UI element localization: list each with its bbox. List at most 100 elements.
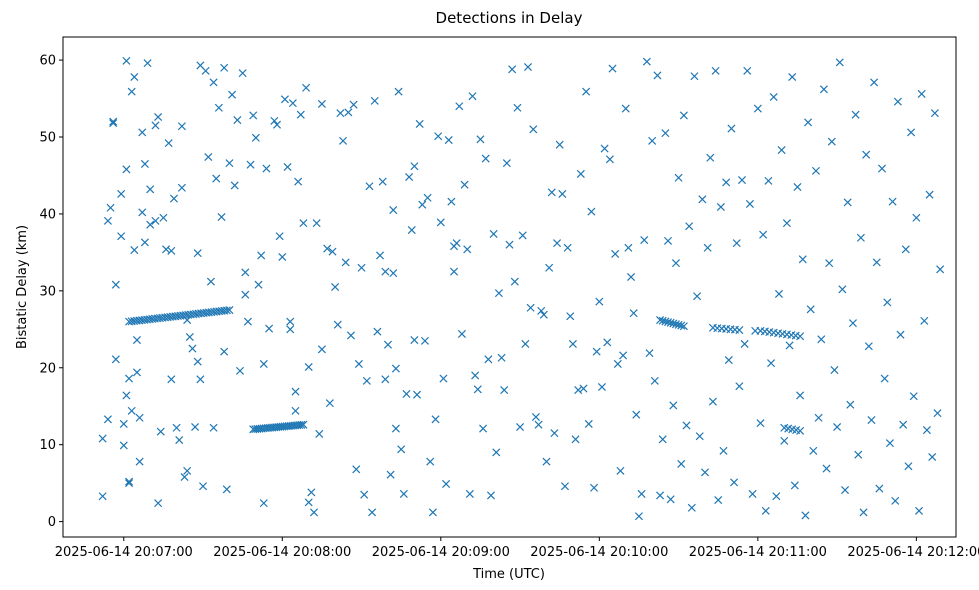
detection-marker	[175, 436, 184, 445]
detection-marker	[814, 413, 823, 422]
y-tick-label: 50	[39, 131, 56, 146]
track-detection-marker	[656, 316, 665, 325]
detection-marker	[632, 410, 641, 419]
detection-marker	[193, 249, 202, 258]
detection-marker	[389, 206, 398, 215]
detection-marker	[539, 310, 548, 319]
detection-marker	[339, 136, 348, 145]
x-tick-label: 2025-06-14 20:07:00	[55, 545, 193, 560]
detection-marker	[893, 97, 902, 106]
detection-marker	[333, 320, 342, 329]
detection-marker	[125, 477, 134, 486]
detection-marker	[690, 72, 699, 81]
detection-marker	[270, 116, 279, 125]
detection-marker	[806, 305, 815, 314]
detection-marker	[679, 111, 688, 120]
track-detection-marker	[669, 319, 678, 328]
detection-marker	[867, 416, 876, 425]
track-detection-marker	[671, 320, 680, 329]
detection-marker	[169, 194, 178, 203]
y-tick-label: 40	[39, 207, 56, 222]
detection-marker	[936, 265, 945, 274]
detection-marker	[925, 190, 934, 199]
detection-marker	[930, 109, 939, 118]
detection-marker	[529, 125, 538, 134]
detection-marker	[732, 239, 741, 248]
detection-marker	[294, 177, 303, 186]
detection-marker	[901, 245, 910, 254]
detection-marker	[716, 202, 725, 212]
y-tick: 40	[39, 207, 63, 222]
x-tick: 2025-06-14 20:12:00	[847, 537, 979, 560]
detection-marker	[164, 139, 173, 148]
detection-marker	[209, 423, 218, 432]
detection-marker	[283, 162, 292, 172]
detection-marker	[481, 154, 490, 163]
detection-marker	[563, 243, 572, 252]
detection-marker	[735, 382, 744, 391]
detection-marker	[122, 56, 131, 65]
y-tick: 20	[39, 361, 63, 376]
detection-marker	[922, 426, 931, 435]
detection-marker	[767, 359, 776, 368]
detection-marker	[220, 347, 229, 356]
detection-marker	[486, 491, 496, 500]
detection-marker	[555, 140, 564, 149]
detection-marker	[547, 188, 556, 197]
detection-marker	[111, 355, 120, 364]
detection-marker	[603, 338, 612, 347]
detection-marker	[98, 492, 107, 501]
x-tick-label: 2025-06-14 20:11:00	[689, 545, 827, 560]
detection-marker	[154, 499, 163, 508]
detection-marker	[323, 244, 332, 253]
detection-marker	[920, 316, 929, 325]
detection-marker	[159, 213, 168, 222]
detection-marker	[249, 111, 258, 120]
detection-marker	[389, 269, 398, 278]
detection-marker	[391, 364, 400, 373]
detection-marker	[391, 424, 400, 433]
detection-marker	[817, 335, 826, 344]
detection-marker	[518, 231, 527, 240]
detection-marker	[436, 218, 445, 227]
detection-marker	[291, 387, 300, 396]
x-tick-label: 2025-06-14 20:09:00	[372, 545, 510, 560]
detection-marker	[291, 406, 300, 415]
detection-marker	[769, 92, 778, 102]
detection-marker	[225, 159, 234, 168]
detection-marker	[875, 484, 884, 493]
detection-marker	[127, 87, 136, 96]
detection-marker	[497, 353, 506, 362]
detection-marker	[558, 189, 567, 198]
detection-marker	[896, 330, 905, 339]
detection-marker	[753, 104, 762, 113]
detection-marker	[521, 339, 530, 348]
detection-marker	[307, 488, 316, 497]
detection-marker	[730, 478, 739, 487]
track-detection-marker	[674, 320, 683, 329]
detection-marker	[637, 489, 646, 498]
detection-marker	[656, 491, 665, 500]
detection-marker	[621, 104, 630, 113]
y-tick-label: 10	[39, 438, 56, 453]
detection-marker	[117, 189, 126, 198]
detection-marker	[222, 485, 231, 494]
detection-marker	[740, 339, 749, 348]
detection-marker	[661, 129, 670, 138]
detection-marker	[592, 347, 601, 356]
detection-marker	[642, 57, 651, 66]
detection-marker	[349, 100, 358, 109]
detection-marker	[251, 133, 260, 142]
detection-marker	[317, 345, 326, 354]
detection-marker	[909, 392, 918, 401]
detection-marker	[846, 400, 855, 409]
detection-marker	[790, 481, 799, 490]
detection-marker	[851, 110, 860, 119]
detection-marker	[788, 72, 797, 82]
detection-marker	[457, 329, 466, 338]
detection-marker	[553, 239, 562, 248]
detection-marker	[402, 389, 411, 398]
track-detection-marker	[225, 306, 234, 315]
detection-marker	[822, 464, 831, 473]
detection-marker	[312, 219, 321, 228]
